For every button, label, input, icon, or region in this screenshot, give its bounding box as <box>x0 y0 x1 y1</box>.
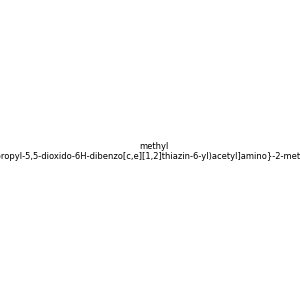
Text: methyl 3-{[(9-isopropyl-5,5-dioxido-6H-dibenzo[c,e][1,2]thiazin-6-yl)acetyl]amin: methyl 3-{[(9-isopropyl-5,5-dioxido-6H-d… <box>0 142 300 161</box>
